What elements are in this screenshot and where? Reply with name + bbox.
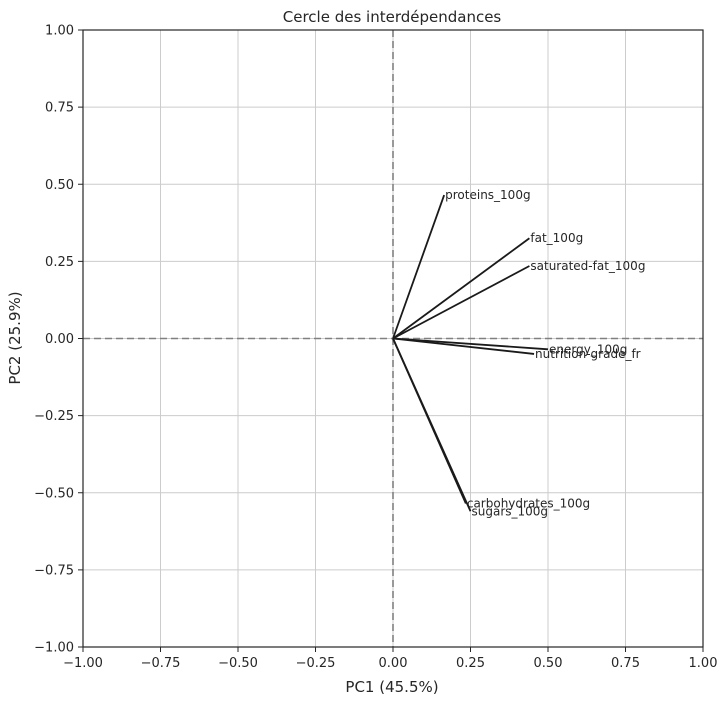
x-tick-label: 0.25 — [456, 656, 485, 671]
chart-title: Cercle des interdépendances — [283, 8, 502, 26]
y-tick-label: 0.75 — [45, 101, 74, 116]
y-tick-label: 1.00 — [45, 24, 74, 39]
loading-vector — [392, 265, 530, 340]
y-tick-label: −0.25 — [34, 409, 74, 424]
y-axis-label: PC2 (25.9%) — [6, 291, 24, 384]
vector-label: nutrition-grade_fr — [535, 347, 641, 361]
vector-label: sugars_100g — [472, 504, 549, 518]
vector-label: saturated-fat_100g — [530, 259, 645, 273]
loading-vector — [392, 338, 472, 512]
loading-vector — [392, 237, 530, 340]
x-tick-label: 1.00 — [689, 656, 718, 671]
y-tick-label: 0.50 — [45, 178, 74, 193]
x-tick-label: −0.50 — [218, 656, 258, 671]
y-tick-label: 0.25 — [45, 255, 74, 270]
x-tick-label: 0.50 — [534, 656, 563, 671]
loading-vector — [392, 337, 549, 351]
vector-layer: proteins_100g fat_100g saturated-fat_100ge… — [392, 188, 645, 518]
x-tick-label: −0.75 — [141, 656, 181, 671]
loading-vector — [392, 194, 445, 339]
y-tick-label: 0.00 — [45, 332, 74, 347]
tick-layer: −1.00 −0.75 −0.50 −0.25 0.00 0.25 0.50 0.75 1.00… — [34, 24, 717, 672]
x-tick-label: −0.25 — [296, 656, 336, 671]
vector-label: energy_100g — [549, 342, 627, 356]
loading-vector — [392, 337, 535, 355]
y-tick-label: −0.50 — [34, 486, 74, 501]
y-tick-label: −1.00 — [34, 641, 74, 656]
vector-label: proteins_100g — [445, 188, 530, 202]
vector-label: carbohydrates_100g — [467, 497, 590, 511]
y-tick-label: −0.75 — [34, 563, 74, 578]
x-tick-label: 0.00 — [379, 656, 408, 671]
x-tick-label: −1.00 — [63, 656, 103, 671]
x-axis-label: PC1 (45.5%) — [345, 678, 438, 696]
x-tick-label: 0.75 — [611, 656, 640, 671]
vector-label: fat_100g — [530, 231, 583, 245]
